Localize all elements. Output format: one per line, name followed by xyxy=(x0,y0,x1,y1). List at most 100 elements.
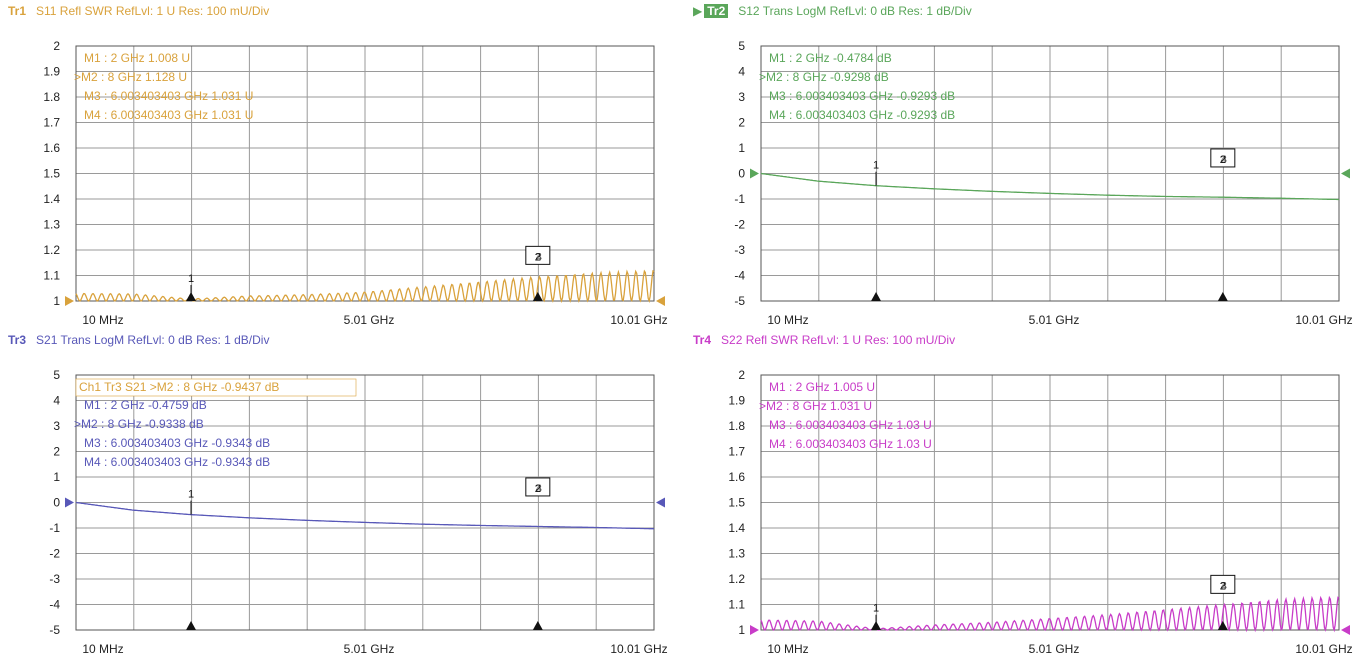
y-tick-label: -4 xyxy=(49,598,60,612)
y-tick-label: 1.4 xyxy=(728,521,745,535)
y-tick-label: 2 xyxy=(53,39,60,53)
reference-level-right-icon xyxy=(1341,625,1350,635)
marker-readout: M3 : 6.003403403 GHz 1.031 U xyxy=(84,89,253,103)
trace-name[interactable]: Tr1 xyxy=(8,4,27,18)
reference-level-right-icon xyxy=(656,296,665,306)
chart-panel-tr4: Tr4 S22 Refl SWR RefLvl: 1 U Res: 100 mU/… xyxy=(685,329,1370,658)
reference-level-right-icon xyxy=(656,497,665,508)
reference-level-left-icon xyxy=(65,296,74,306)
y-tick-label: -3 xyxy=(49,572,60,586)
y-tick-label: 1.9 xyxy=(728,394,745,408)
y-tick-label: 1.4 xyxy=(43,192,60,206)
trace-title-tr2[interactable]: ▶ Tr2 S12 Trans LogM RefLvl: 0 dB Res: 1 d… xyxy=(693,4,972,18)
y-tick-label: -1 xyxy=(734,192,745,206)
marker-flag: 2 xyxy=(1220,154,1226,166)
y-tick-label: 1 xyxy=(53,470,60,484)
plot-tr1[interactable]: 2 1.9 1.8 1.7 1.6 1.5 1.4 1.3 1.2 1.1 1 10 MHz 5.01 … xyxy=(0,0,685,329)
marker-flag: 3 xyxy=(536,483,542,495)
marker-triangle-icon xyxy=(532,292,543,301)
y-tick-label: 1.9 xyxy=(43,65,60,79)
reference-level-left-icon xyxy=(750,625,759,635)
trace-line xyxy=(760,595,1340,633)
active-trace-arrow-icon: ▶ xyxy=(693,4,703,18)
active-marker-readout: Ch1 Tr3 S21 >M2 : 8 GHz -0.9437 dB xyxy=(79,380,279,394)
trace-settings: S21 Trans LogM RefLvl: 0 dB Res: 1 dB/Di… xyxy=(36,333,270,347)
y-tick-label: 0 xyxy=(738,167,745,181)
marker-readout: M3 : 6.003403403 GHz -0.9293 dB xyxy=(769,89,955,103)
marker-readout: M1 : 2 GHz -0.4784 dB xyxy=(769,51,892,65)
trace-title-tr3[interactable]: Tr3 S21 Trans LogM RefLvl: 0 dB Res: 1 dB… xyxy=(8,333,269,347)
marker-flag: 4 xyxy=(1221,580,1227,592)
marker-flag: 4 xyxy=(536,251,542,263)
marker-flag: 1 xyxy=(873,603,879,615)
x-tick-label: 5.01 GHz xyxy=(344,313,395,327)
marker-readout: M4 : 6.003403403 GHz 1.031 U xyxy=(84,108,253,122)
marker-readout: M1 : 2 GHz -0.4759 dB xyxy=(84,398,207,412)
plot-tr4[interactable]: 2 1.9 1.8 1.7 1.6 1.5 1.4 1.3 1.2 1.1 1 10 MHz 5.01 … xyxy=(685,329,1370,658)
active-marker-box xyxy=(75,378,357,397)
marker-flag: 2 xyxy=(535,483,541,495)
trace-title-tr4[interactable]: Tr4 S22 Refl SWR RefLvl: 1 U Res: 100 mU/… xyxy=(693,333,955,347)
y-tick-label: 1 xyxy=(53,294,60,308)
reference-level-left-icon xyxy=(65,497,74,508)
grid xyxy=(75,374,655,631)
marker-readout: M1 : 2 GHz 1.008 U xyxy=(84,51,190,65)
marker-flag: 4 xyxy=(1221,154,1227,166)
chart-panel-tr3: Tr3 S21 Trans LogM RefLvl: 0 dB Res: 1 dB… xyxy=(0,329,685,658)
y-tick-label: 1.2 xyxy=(728,572,745,586)
marker-flag: 1 xyxy=(188,273,194,285)
y-tick-label: -2 xyxy=(734,218,745,232)
trace-line xyxy=(760,172,1339,201)
trace-settings: S12 Trans LogM RefLvl: 0 dB Res: 1 dB/Di… xyxy=(738,4,972,18)
trace-title-tr1[interactable]: Tr1 S11 Refl SWR RefLvl: 1 U Res: 100 mU/… xyxy=(8,4,269,18)
y-tick-label: 1.1 xyxy=(728,598,745,612)
marker-flag: 1 xyxy=(188,489,194,501)
y-tick-label: -1 xyxy=(49,521,60,535)
chart-panel-tr1: Tr1 S11 Refl SWR RefLvl: 1 U Res: 100 mU/… xyxy=(0,0,685,329)
y-tick-label: 1.5 xyxy=(43,167,60,181)
x-tick-label: 5.01 GHz xyxy=(344,642,395,656)
marker-flag-box xyxy=(1210,148,1236,168)
marker-readout: >M2 : 8 GHz 1.128 U xyxy=(74,70,187,84)
y-tick-label: 4 xyxy=(53,394,60,408)
marker-readout: M4 : 6.003403403 GHz -0.9343 dB xyxy=(84,455,270,469)
marker-flag-box xyxy=(1210,574,1236,594)
marker-triangle-icon xyxy=(186,621,197,630)
reference-level-right-icon xyxy=(1341,168,1350,179)
marker-flag-box xyxy=(525,245,551,265)
y-tick-label: 3 xyxy=(738,90,745,104)
grid xyxy=(760,374,1340,631)
y-tick-label: 1.2 xyxy=(43,243,60,257)
trace-name[interactable]: Tr4 xyxy=(693,333,712,347)
plot-frame xyxy=(760,374,1340,631)
trace-name[interactable]: Tr2 xyxy=(704,4,729,18)
y-tick-label: 1.5 xyxy=(728,496,745,510)
y-tick-label: 5 xyxy=(738,39,745,53)
x-tick-label: 10.01 GHz xyxy=(1295,313,1352,327)
y-tick-label: 1 xyxy=(738,141,745,155)
x-tick-label: 10 MHz xyxy=(767,642,808,656)
marker-flag-box xyxy=(525,477,551,497)
y-tick-label: 1.3 xyxy=(728,547,745,561)
marker-flag: 2 xyxy=(535,251,541,263)
x-tick-label: 10 MHz xyxy=(82,313,123,327)
marker-flag: 3 xyxy=(1221,580,1227,592)
x-tick-label: 10 MHz xyxy=(767,313,808,327)
marker-triangle-icon xyxy=(1217,292,1228,301)
y-tick-label: -2 xyxy=(49,547,60,561)
y-tick-label: 1.6 xyxy=(728,470,745,484)
trace-line xyxy=(75,501,655,530)
trace-settings: S22 Refl SWR RefLvl: 1 U Res: 100 mU/Div xyxy=(721,333,956,347)
y-tick-label: 2 xyxy=(738,368,745,382)
marker-readout: M1 : 2 GHz 1.005 U xyxy=(769,380,875,394)
marker-readout: M3 : 6.003403403 GHz 1.03 U xyxy=(769,418,932,432)
y-tick-label: -4 xyxy=(734,269,745,283)
marker-readout: M4 : 6.003403403 GHz 1.03 U xyxy=(769,437,932,451)
marker-triangle-icon xyxy=(871,292,882,301)
y-tick-label: 5 xyxy=(53,368,60,382)
marker-readout: M3 : 6.003403403 GHz -0.9343 dB xyxy=(84,436,270,450)
plot-frame xyxy=(75,45,655,302)
trace-name[interactable]: Tr3 xyxy=(8,333,27,347)
